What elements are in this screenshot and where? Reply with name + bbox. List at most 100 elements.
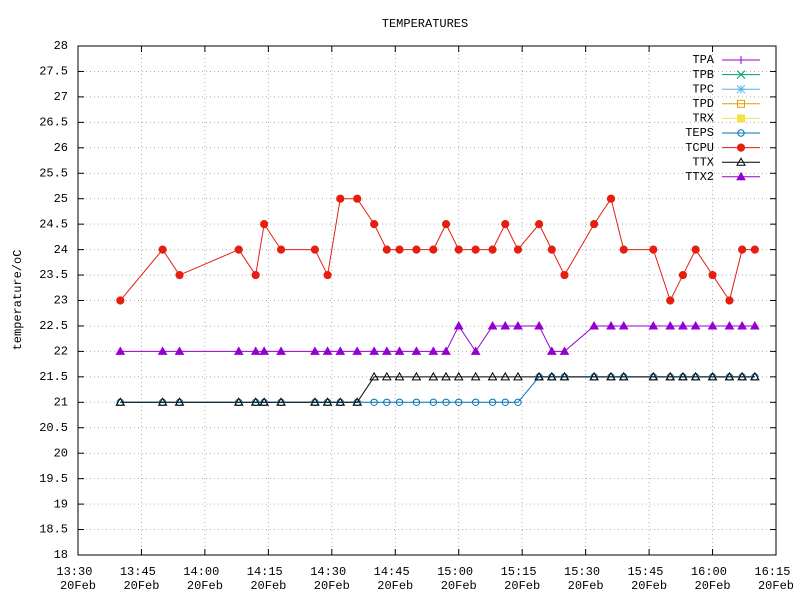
marker bbox=[618, 320, 629, 330]
marker bbox=[381, 371, 392, 381]
marker bbox=[736, 171, 746, 181]
marker bbox=[394, 346, 405, 355]
marker bbox=[737, 129, 745, 137]
y-tick-label: 19.5 bbox=[39, 472, 68, 486]
y-tick-label: 24 bbox=[54, 243, 68, 257]
marker bbox=[441, 220, 451, 229]
y-tick-label: 22 bbox=[54, 345, 68, 359]
marker bbox=[513, 371, 523, 381]
marker bbox=[157, 346, 168, 355]
marker bbox=[546, 346, 557, 355]
x-tick-label: 15:15 20Feb bbox=[501, 565, 544, 593]
marker bbox=[276, 346, 286, 355]
marker bbox=[471, 245, 480, 254]
y-tick-label: 23.5 bbox=[39, 268, 68, 282]
marker bbox=[589, 220, 599, 229]
legend-label: TPB bbox=[692, 68, 714, 82]
marker bbox=[412, 245, 421, 254]
plot-frame bbox=[77, 45, 777, 556]
marker bbox=[707, 371, 718, 381]
marker bbox=[535, 220, 544, 229]
marker bbox=[678, 270, 688, 280]
marker bbox=[454, 245, 463, 254]
x-tick-label: 14:30 20Feb bbox=[310, 565, 353, 593]
y-tick-label: 26.5 bbox=[39, 116, 68, 130]
marker bbox=[234, 245, 243, 254]
x-tick-label: 14:45 20Feb bbox=[374, 565, 417, 593]
y-tick-label: 25.5 bbox=[39, 166, 68, 180]
marker bbox=[276, 397, 286, 406]
marker bbox=[251, 270, 260, 280]
marker bbox=[310, 397, 320, 406]
y-tick-label: 21.5 bbox=[39, 370, 68, 384]
marker bbox=[618, 371, 629, 381]
marker bbox=[665, 371, 676, 381]
x-tick-label: 14:00 20Feb bbox=[183, 565, 226, 593]
marker bbox=[707, 320, 718, 330]
series-line bbox=[119, 197, 755, 302]
marker bbox=[606, 320, 616, 330]
marker bbox=[487, 320, 498, 330]
y-tick-label: 27.5 bbox=[39, 65, 68, 79]
x-tick-label: 15:45 20Feb bbox=[627, 565, 670, 593]
marker bbox=[276, 245, 286, 254]
y-tick-label: 18.5 bbox=[39, 523, 68, 537]
y-tick-label: 27 bbox=[54, 90, 68, 104]
marker bbox=[370, 220, 379, 229]
marker bbox=[428, 346, 439, 355]
marker bbox=[500, 371, 511, 381]
marker bbox=[513, 320, 523, 330]
marker bbox=[514, 398, 522, 406]
marker bbox=[369, 371, 379, 381]
marker bbox=[749, 371, 760, 381]
marker bbox=[589, 320, 599, 330]
legend-label: TPC bbox=[692, 82, 714, 96]
marker bbox=[395, 398, 404, 406]
marker bbox=[250, 397, 261, 406]
marker bbox=[488, 245, 497, 254]
marker bbox=[470, 371, 481, 381]
x-tick-label: 13:30 20Feb bbox=[56, 565, 99, 593]
y-tick-label: 18 bbox=[54, 548, 68, 562]
marker bbox=[157, 397, 168, 406]
marker bbox=[322, 346, 333, 355]
marker bbox=[115, 397, 126, 406]
marker bbox=[383, 398, 391, 406]
marker bbox=[233, 397, 244, 406]
marker bbox=[606, 194, 616, 203]
marker bbox=[547, 245, 556, 254]
y-tick-label: 26 bbox=[54, 141, 68, 155]
y-axis-label: temperature/oC bbox=[11, 250, 25, 351]
marker bbox=[453, 371, 464, 381]
marker bbox=[158, 245, 167, 254]
chart-title: TEMPERATURES bbox=[382, 17, 468, 31]
marker bbox=[115, 346, 126, 355]
marker bbox=[736, 143, 746, 152]
marker bbox=[310, 346, 320, 355]
marker bbox=[589, 371, 599, 381]
legend-label: TTX2 bbox=[685, 170, 714, 184]
y-tick-label: 20 bbox=[54, 446, 68, 460]
marker bbox=[678, 371, 688, 381]
marker bbox=[260, 220, 269, 229]
marker bbox=[335, 397, 346, 406]
marker bbox=[471, 398, 480, 406]
marker bbox=[619, 245, 628, 254]
marker bbox=[259, 397, 269, 406]
marker bbox=[488, 398, 497, 406]
y-tick-label: 21 bbox=[54, 395, 68, 409]
marker bbox=[175, 270, 184, 280]
marker bbox=[736, 157, 746, 166]
marker bbox=[690, 371, 701, 381]
marker bbox=[606, 371, 616, 381]
x-tick-label: 16:00 20Feb bbox=[691, 565, 734, 593]
marker bbox=[116, 296, 125, 305]
marker bbox=[678, 320, 688, 330]
marker bbox=[335, 346, 346, 355]
x-tick-label: 16:15 20Feb bbox=[754, 565, 797, 593]
marker bbox=[737, 114, 745, 123]
marker bbox=[353, 194, 362, 203]
marker bbox=[250, 346, 261, 355]
marker bbox=[322, 397, 333, 406]
